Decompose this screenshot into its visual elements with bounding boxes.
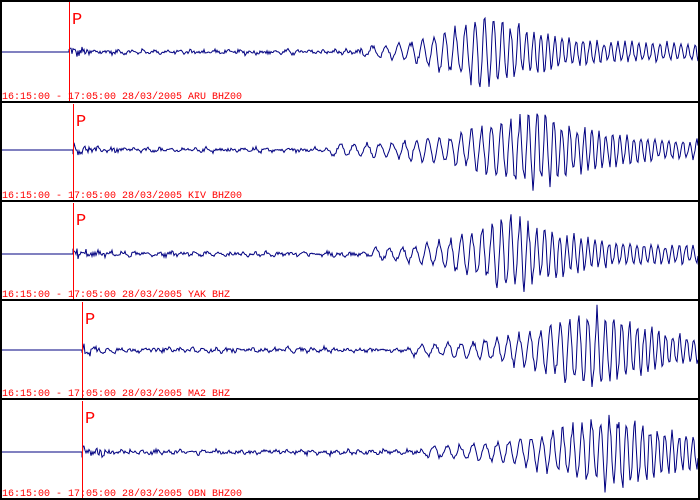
waveform-ma2 <box>1 304 699 388</box>
p-pick-label: P <box>76 113 86 132</box>
trace-label: 16:15:00 - 17:05:00 28/03/2005 ARU BHZ00 <box>2 91 242 103</box>
trace-panel-obn: P 16:15:00 - 17:05:00 28/03/2005 OBN BHZ0… <box>0 398 700 500</box>
p-pick-label: P <box>85 311 95 330</box>
trace-panel-ma2: P 16:15:00 - 17:05:00 28/03/2005 MA2 BHZ <box>0 299 700 400</box>
waveform-yak <box>1 214 699 292</box>
trace-label: 16:15:00 - 17:05:00 28/03/2005 OBN BHZ00 <box>2 488 242 500</box>
trace-label: 16:15:00 - 17:05:00 28/03/2005 KIV BHZ00 <box>2 190 242 202</box>
trace-panel-aru: P 16:15:00 - 17:05:00 28/03/2005 ARU BHZ0… <box>1 2 699 103</box>
waveform-aru <box>1 16 699 88</box>
waveform-kiv <box>1 113 699 191</box>
p-pick-label: P <box>76 212 86 231</box>
trace-label: 16:15:00 - 17:05:00 28/03/2005 YAK BHZ <box>2 289 230 301</box>
trace-label: 16:15:00 - 17:05:00 28/03/2005 MA2 BHZ <box>2 388 230 400</box>
trace-panel-yak: P 16:15:00 - 17:05:00 28/03/2005 YAK BHZ <box>0 200 700 301</box>
p-pick-label: P <box>72 11 82 30</box>
waveform-obn <box>1 414 699 493</box>
trace-panel-kiv: P 16:15:00 - 17:05:00 28/03/2005 KIV BHZ0… <box>0 101 700 202</box>
p-pick-label: P <box>85 410 95 429</box>
